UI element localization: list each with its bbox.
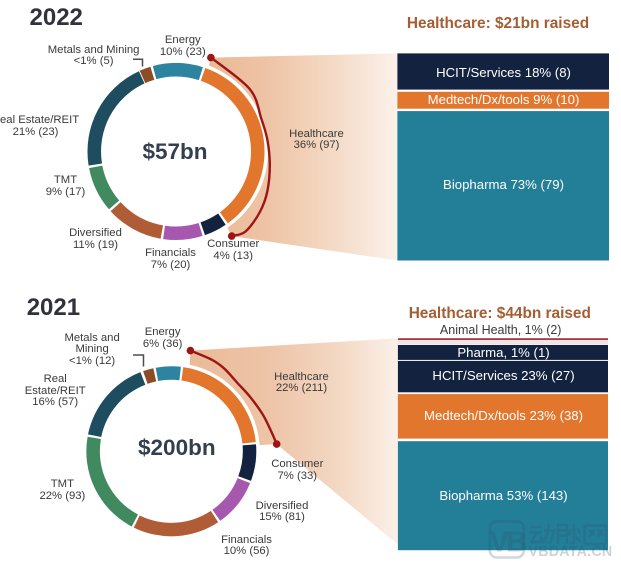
svg-text:VBDATA.CN: VBDATA.CN bbox=[529, 544, 613, 560]
svg-text:VB: VB bbox=[490, 527, 526, 559]
